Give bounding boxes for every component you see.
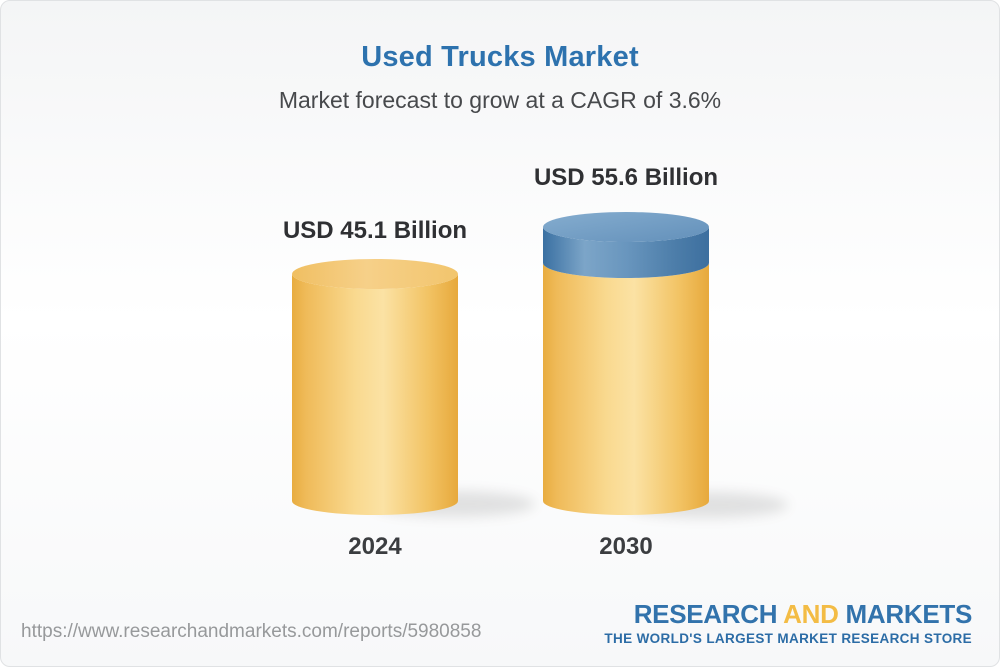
logo-tagline: THE WORLD'S LARGEST MARKET RESEARCH STOR… <box>604 630 972 646</box>
logo-word-and: AND <box>783 599 839 629</box>
bar-2030-cylinder <box>543 212 709 515</box>
logo-word-markets: MARKETS <box>845 599 973 629</box>
report-url: https://www.researchandmarkets.com/repor… <box>21 621 482 642</box>
bar-2024-cylinder <box>292 259 458 515</box>
logo-word-research: RESEARCH <box>633 599 778 629</box>
logo-wordmark: RESEARCH AND MARKETS <box>604 599 973 630</box>
value-label-2030: USD 55.6 Billion <box>533 164 719 191</box>
value-label-2024: USD 45.1 Billion <box>282 217 468 244</box>
year-label-2024: 2024 <box>348 533 402 560</box>
research-and-markets-logo: RESEARCH AND MARKETS THE WORLD'S LARGEST… <box>604 599 973 646</box>
page-title: Used Trucks Market <box>361 41 639 73</box>
page-subtitle: Market forecast to grow at a CAGR of 3.6… <box>278 87 722 113</box>
bar-2030-base-segment <box>543 263 709 515</box>
bar-2030-growth-segment <box>543 227 709 278</box>
year-label-2030: 2030 <box>599 533 653 560</box>
